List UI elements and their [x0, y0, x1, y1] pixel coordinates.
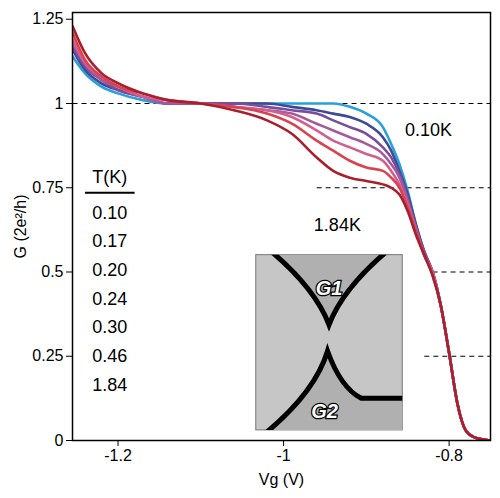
svg-text:1.25: 1.25: [32, 10, 63, 27]
svg-text:-1: -1: [276, 447, 290, 464]
svg-text:0.10: 0.10: [92, 203, 127, 223]
svg-text:G2: G2: [311, 400, 338, 422]
svg-text:1.84K: 1.84K: [314, 215, 361, 235]
svg-text:0.17: 0.17: [92, 231, 127, 251]
svg-text:0.25: 0.25: [32, 347, 63, 364]
svg-text:0.46: 0.46: [92, 346, 127, 366]
svg-text:1: 1: [55, 95, 64, 112]
svg-text:G1: G1: [316, 277, 343, 299]
svg-text:0.75: 0.75: [32, 179, 63, 196]
svg-text:G (2e²/h): G (2e²/h): [12, 194, 29, 258]
svg-text:0.24: 0.24: [92, 289, 127, 309]
svg-text:0.30: 0.30: [92, 317, 127, 337]
svg-text:1.84: 1.84: [92, 375, 127, 395]
svg-text:-1.2: -1.2: [104, 447, 132, 464]
svg-text:0.10K: 0.10K: [405, 120, 452, 140]
svg-text:-0.8: -0.8: [435, 447, 463, 464]
svg-text:0.20: 0.20: [92, 260, 127, 280]
svg-text:0: 0: [55, 432, 64, 449]
svg-text:T(K): T(K): [92, 167, 127, 187]
svg-text:0.5: 0.5: [41, 263, 63, 280]
svg-text:Vg (V): Vg (V): [259, 471, 304, 488]
